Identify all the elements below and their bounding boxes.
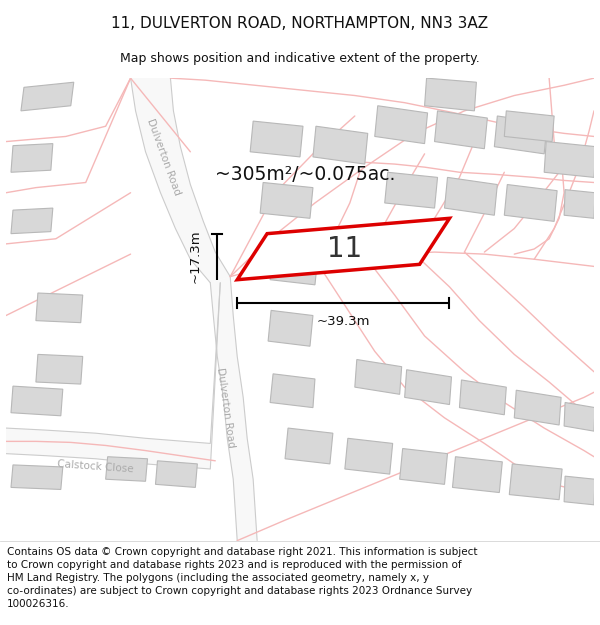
Polygon shape [268, 311, 313, 346]
Text: 11, DULVERTON ROAD, NORTHAMPTON, NN3 3AZ: 11, DULVERTON ROAD, NORTHAMPTON, NN3 3AZ [112, 16, 488, 31]
Text: Map shows position and indicative extent of the property.: Map shows position and indicative extent… [120, 52, 480, 65]
Polygon shape [11, 465, 63, 489]
Polygon shape [270, 374, 315, 408]
Polygon shape [260, 182, 313, 218]
Text: ~39.3m: ~39.3m [317, 315, 370, 328]
Polygon shape [355, 359, 401, 394]
Polygon shape [564, 189, 595, 218]
Polygon shape [313, 126, 368, 164]
Polygon shape [270, 251, 318, 285]
Polygon shape [505, 111, 554, 142]
Polygon shape [155, 461, 197, 488]
Polygon shape [514, 390, 561, 425]
Text: Contains OS data © Crown copyright and database right 2021. This information is : Contains OS data © Crown copyright and d… [7, 546, 478, 609]
Polygon shape [237, 218, 449, 280]
Polygon shape [505, 184, 557, 221]
Polygon shape [404, 370, 451, 404]
Polygon shape [211, 277, 257, 541]
Text: Dulverton Road: Dulverton Road [145, 118, 182, 197]
Polygon shape [6, 282, 220, 469]
Polygon shape [11, 144, 53, 172]
Polygon shape [36, 354, 83, 384]
Text: Calstock Close: Calstock Close [57, 459, 134, 474]
Polygon shape [564, 476, 595, 505]
Polygon shape [564, 402, 595, 431]
Polygon shape [434, 111, 487, 149]
Polygon shape [400, 449, 448, 484]
Polygon shape [375, 106, 428, 144]
Polygon shape [285, 428, 333, 464]
Polygon shape [11, 386, 63, 416]
Polygon shape [509, 464, 562, 500]
Polygon shape [425, 78, 476, 111]
Text: Dulverton Road: Dulverton Road [215, 367, 236, 448]
Polygon shape [445, 177, 497, 215]
Polygon shape [36, 293, 83, 322]
Text: ~305m²/~0.075ac.: ~305m²/~0.075ac. [215, 165, 395, 184]
Text: ~17.3m: ~17.3m [189, 230, 202, 284]
Polygon shape [131, 78, 230, 282]
Polygon shape [21, 82, 74, 111]
Polygon shape [11, 208, 53, 234]
Polygon shape [106, 457, 148, 481]
Polygon shape [460, 380, 506, 415]
Polygon shape [250, 121, 303, 157]
Polygon shape [345, 438, 392, 474]
Polygon shape [494, 116, 547, 154]
Text: 11: 11 [327, 235, 362, 263]
Polygon shape [452, 457, 502, 492]
Polygon shape [385, 173, 437, 208]
Polygon shape [544, 142, 596, 177]
